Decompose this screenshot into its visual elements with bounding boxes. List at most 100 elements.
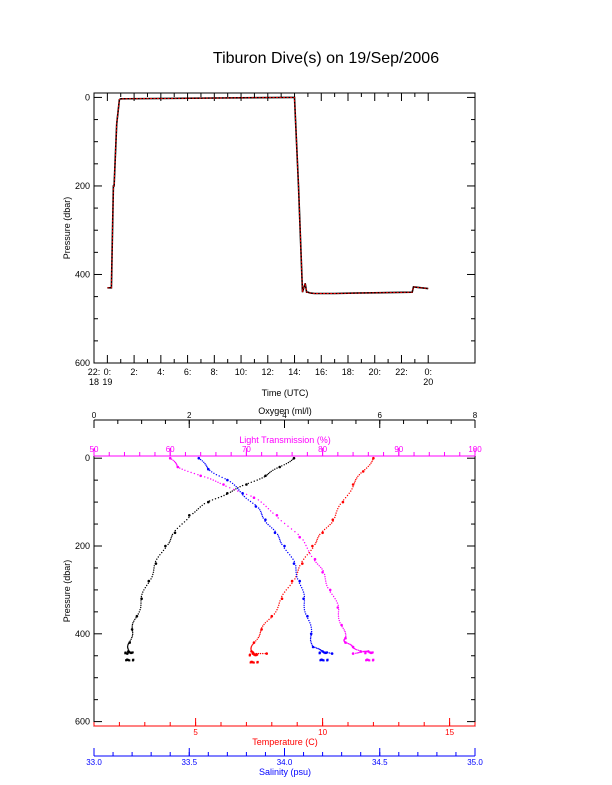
salinity-point — [304, 611, 306, 613]
transmission-point — [207, 477, 209, 479]
salinity-point — [298, 582, 301, 584]
temperature-point — [354, 480, 356, 482]
top-xtick-label: 0: — [104, 367, 112, 377]
temperature-point — [280, 597, 284, 600]
salinity-point — [310, 626, 312, 628]
salinity-point — [302, 597, 305, 600]
temperature-point — [356, 477, 358, 479]
transmission-point — [321, 571, 324, 574]
oxygen-point — [140, 597, 143, 600]
temperature-bottom-cluster — [250, 660, 253, 663]
top-xtick-label: 6: — [184, 367, 192, 377]
oxygen-point — [217, 497, 220, 499]
temperature-point — [317, 537, 319, 539]
oxygen-point — [168, 542, 170, 544]
salinity-point — [295, 573, 298, 576]
oxygen-point — [129, 640, 131, 642]
temperature-point — [335, 512, 337, 514]
oxygen-point — [173, 531, 177, 535]
salinity-point — [317, 647, 319, 650]
top-xtick-sublabel: 19 — [102, 377, 112, 387]
salinity-bottom-cluster — [326, 658, 329, 661]
temperature-point — [357, 475, 359, 477]
transmission-point — [336, 602, 339, 604]
temperature-point — [262, 652, 264, 655]
transmission-point — [345, 635, 347, 638]
salinity-point — [273, 531, 277, 535]
salinity-point — [221, 476, 223, 479]
top-ytick-label: 200 — [75, 181, 90, 191]
transmission-point — [334, 598, 336, 600]
temperature-point — [331, 522, 333, 524]
dive-track-line — [107, 96, 429, 295]
oxygen-point — [152, 573, 154, 576]
oxygen-point — [159, 554, 161, 556]
temperature-point — [351, 483, 355, 486]
oxygen-point — [139, 609, 141, 611]
transmission-point — [344, 632, 347, 634]
transmission-point — [212, 479, 214, 481]
salinity-point — [285, 549, 287, 552]
transmission-point — [316, 563, 319, 565]
temperature-point — [321, 531, 324, 535]
oxygen-point — [194, 511, 196, 513]
transmission-point — [357, 652, 360, 654]
salinity-tick-label: 34.0 — [277, 758, 293, 767]
oxygen-point — [261, 477, 263, 479]
transmission-tick-label: 80 — [318, 445, 327, 454]
transmission-point — [219, 482, 221, 485]
salinity-point — [303, 609, 306, 611]
salinity-point — [241, 492, 244, 495]
oxygen-point — [131, 630, 134, 632]
oxygen-bottom-cluster — [124, 652, 127, 655]
transmission-point — [342, 627, 344, 629]
temperature-point — [252, 643, 255, 645]
temperature-point — [348, 492, 350, 494]
oxygen-point — [281, 465, 283, 467]
oxygen-point — [176, 527, 179, 530]
temperature-point — [310, 549, 312, 552]
transmission-point — [298, 535, 302, 539]
temperature-point — [266, 620, 268, 622]
salinity-point — [306, 614, 309, 618]
oxygen-point — [171, 535, 173, 537]
transmission-point — [175, 463, 177, 465]
temperature-tick-label: 5 — [193, 728, 198, 737]
temperature-point — [337, 508, 339, 510]
transmission-point — [362, 651, 364, 653]
top-ytick-label: 400 — [75, 269, 90, 279]
salinity-point — [257, 507, 260, 509]
top-series — [107, 96, 429, 295]
salinity-point — [287, 551, 289, 554]
transmission-point — [360, 651, 362, 653]
salinity-point — [309, 622, 311, 624]
salinity-point — [205, 464, 207, 466]
temperature-point — [264, 622, 267, 624]
transmission-point — [331, 593, 333, 595]
temperature-point — [273, 613, 276, 615]
transmission-point — [353, 647, 356, 650]
salinity-point — [296, 576, 298, 578]
temperature-point — [351, 488, 353, 490]
oxygen-tick-label: 0 — [92, 411, 97, 420]
oxygen-point — [259, 478, 261, 480]
temperature-point — [370, 462, 372, 464]
oxygen-point — [150, 578, 152, 580]
temperature-point — [278, 604, 280, 606]
salinity-point — [215, 474, 218, 476]
oxygen-bottom-cluster — [130, 652, 133, 655]
transmission-point — [297, 533, 299, 536]
salinity-point — [310, 643, 313, 645]
transmission-point — [280, 520, 282, 522]
oxygen-point — [127, 647, 129, 649]
transmission-bottom-cluster — [372, 658, 375, 661]
bottom-ytick-label: 400 — [75, 629, 90, 639]
oxygen-point — [126, 646, 129, 648]
salinity-point — [267, 523, 269, 526]
salinity-point — [307, 617, 309, 620]
oxygen-point — [169, 540, 171, 542]
transmission-point — [174, 461, 177, 464]
transmission-point — [173, 460, 176, 463]
temperature-point — [331, 518, 335, 521]
salinity-point — [206, 465, 208, 468]
